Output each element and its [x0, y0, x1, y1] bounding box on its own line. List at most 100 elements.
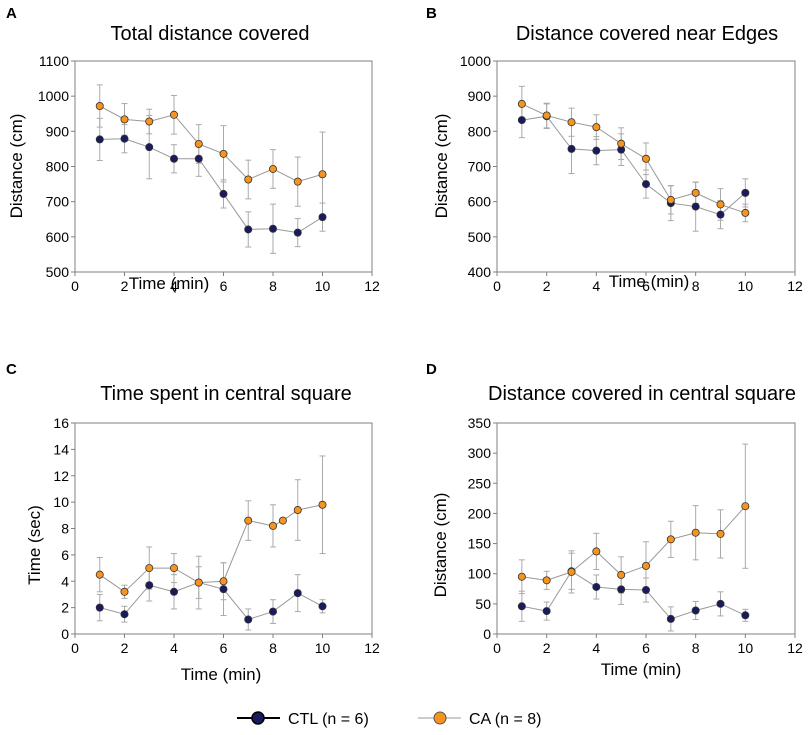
- legend-label-ctl: CTL (n = 6): [288, 711, 369, 728]
- data-point-ca: [642, 154, 651, 163]
- y-tick-label: 700: [468, 159, 492, 175]
- data-point-ca: [691, 188, 700, 197]
- chart-title-a: Total distance covered: [110, 23, 309, 45]
- data-point-ctl: [318, 602, 327, 611]
- x-tick-label: 4: [170, 278, 178, 294]
- data-point-ctl: [95, 135, 104, 144]
- y-tick-label: 200: [468, 505, 492, 521]
- x-tick-label: 8: [269, 640, 277, 656]
- data-point-ca: [741, 502, 750, 511]
- y-tick-label: 50: [475, 596, 491, 612]
- legend-label-ca: CA (n = 8): [469, 711, 541, 728]
- series-line-ctl: [99, 138, 323, 234]
- data-point-ca: [194, 578, 203, 587]
- data-point-ctl: [617, 585, 626, 594]
- panel-label-d: D: [426, 361, 437, 378]
- data-point-ca: [145, 564, 154, 573]
- x-tick-label: 6: [642, 640, 650, 656]
- y-tick-label: 350: [468, 415, 492, 431]
- data-point-ctl: [293, 589, 302, 598]
- data-point-ctl: [95, 603, 104, 612]
- x-tick-label: 8: [269, 278, 277, 294]
- series-line-ca: [521, 103, 746, 214]
- plot-area-a: 0 2 4 6 8 10 12 500 600 700 800 900 1000 1100: [38, 53, 380, 294]
- data-point-ca: [741, 208, 750, 217]
- x-tick-label: 6: [220, 640, 228, 656]
- data-point-ctl: [219, 585, 228, 594]
- y-tick-label: 800: [46, 159, 70, 175]
- x-tick-label: 6: [220, 278, 228, 294]
- x-tick-label: 12: [364, 640, 380, 656]
- data-point-ctl: [592, 146, 601, 155]
- panel-label-b: B: [426, 5, 437, 22]
- data-point-ca: [318, 500, 327, 509]
- legend-item-ctl: CTL (n = 6): [237, 711, 369, 728]
- data-point-ca: [617, 570, 626, 579]
- legend-item-ca: CA (n = 8): [418, 711, 541, 728]
- data-point-ca: [517, 572, 526, 581]
- panel-label-c: C: [6, 361, 17, 378]
- y-tick-label: 14: [53, 441, 69, 457]
- x-tick-label: 0: [493, 278, 501, 294]
- x-tick-label: 2: [543, 278, 551, 294]
- x-tick-label: 0: [493, 640, 501, 656]
- panel-label-a: A: [6, 5, 17, 22]
- x-tick-label: 8: [692, 278, 700, 294]
- data-point-ctl: [567, 144, 576, 153]
- data-point-ctl: [517, 116, 526, 125]
- series-line-ctl: [99, 582, 323, 621]
- data-point-ca: [169, 110, 178, 119]
- x-tick-label: 2: [121, 278, 129, 294]
- data-point-ctl: [244, 225, 253, 234]
- legend-marker-ca: [433, 711, 447, 725]
- plot-area-d: 0 2 4 6 8 10 12 0 50 100 150 200 250 300 350: [468, 415, 803, 656]
- data-point-ctl: [194, 154, 203, 163]
- data-point-ctl: [716, 210, 725, 219]
- data-point-ca: [542, 576, 551, 585]
- data-point-ctl: [293, 228, 302, 237]
- y-tick-label: 600: [468, 194, 492, 210]
- data-point-ca: [517, 99, 526, 108]
- x-tick-label: 4: [592, 278, 600, 294]
- y-tick-label: 10: [53, 494, 69, 510]
- data-point-ca: [244, 175, 253, 184]
- data-point-ca: [716, 200, 725, 209]
- data-point-ca: [169, 564, 178, 573]
- y-tick-label: 400: [468, 264, 492, 280]
- panel-c: C Time spent in central square Time (min…: [6, 361, 380, 684]
- x-tick-label: 10: [738, 278, 754, 294]
- x-tick-label: 6: [642, 278, 650, 294]
- series-line-ca: [99, 105, 323, 183]
- series-line-ca: [521, 505, 746, 581]
- x-tick-label: 0: [71, 640, 79, 656]
- y-axis-label-c: Time (sec): [25, 505, 44, 585]
- data-point-ca: [666, 535, 675, 544]
- data-point-ctl: [517, 602, 526, 611]
- data-point-ca: [592, 123, 601, 132]
- y-tick-label: 300: [468, 445, 492, 461]
- y-axis-label-b: Distance (cm): [432, 114, 451, 219]
- data-point-ctl: [666, 614, 675, 623]
- panel-b: B Distance covered near Edges Time (min)…: [426, 5, 803, 294]
- data-point-ca: [293, 177, 302, 186]
- series-line-ca: [99, 504, 323, 593]
- data-point-ca: [666, 195, 675, 204]
- y-tick-label: 16: [53, 415, 69, 431]
- y-tick-label: 100: [468, 566, 492, 582]
- chart-title-c: Time spent in central square: [100, 383, 352, 405]
- data-point-ctl: [741, 188, 750, 197]
- data-point-ca: [567, 567, 576, 576]
- x-tick-label: 2: [121, 640, 129, 656]
- data-point-ctl: [716, 599, 725, 608]
- data-point-ctl: [268, 607, 277, 616]
- x-tick-label: 10: [315, 640, 331, 656]
- x-tick-label: 8: [692, 640, 700, 656]
- y-tick-label: 250: [468, 475, 492, 491]
- data-point-ca: [642, 561, 651, 570]
- y-tick-label: 8: [61, 521, 69, 537]
- data-point-ctl: [318, 213, 327, 222]
- data-point-ctl: [219, 189, 228, 198]
- data-point-ctl: [741, 611, 750, 620]
- y-tick-label: 12: [53, 468, 69, 484]
